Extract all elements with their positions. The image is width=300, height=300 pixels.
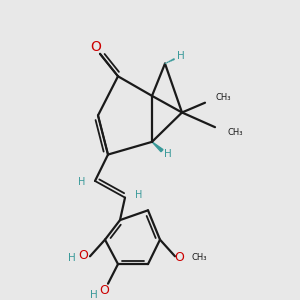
Text: H: H [78, 177, 86, 187]
Text: H: H [135, 190, 143, 200]
Text: O: O [174, 251, 184, 264]
Text: CH₃: CH₃ [227, 128, 242, 136]
Text: O: O [91, 40, 101, 54]
Polygon shape [152, 142, 163, 152]
Text: O: O [99, 284, 109, 297]
Text: CH₃: CH₃ [215, 93, 230, 102]
Text: H: H [177, 51, 185, 61]
Text: H: H [90, 290, 98, 300]
Text: H: H [164, 148, 172, 159]
Text: O: O [78, 249, 88, 262]
Text: CH₃: CH₃ [191, 253, 206, 262]
Text: H: H [68, 253, 76, 263]
